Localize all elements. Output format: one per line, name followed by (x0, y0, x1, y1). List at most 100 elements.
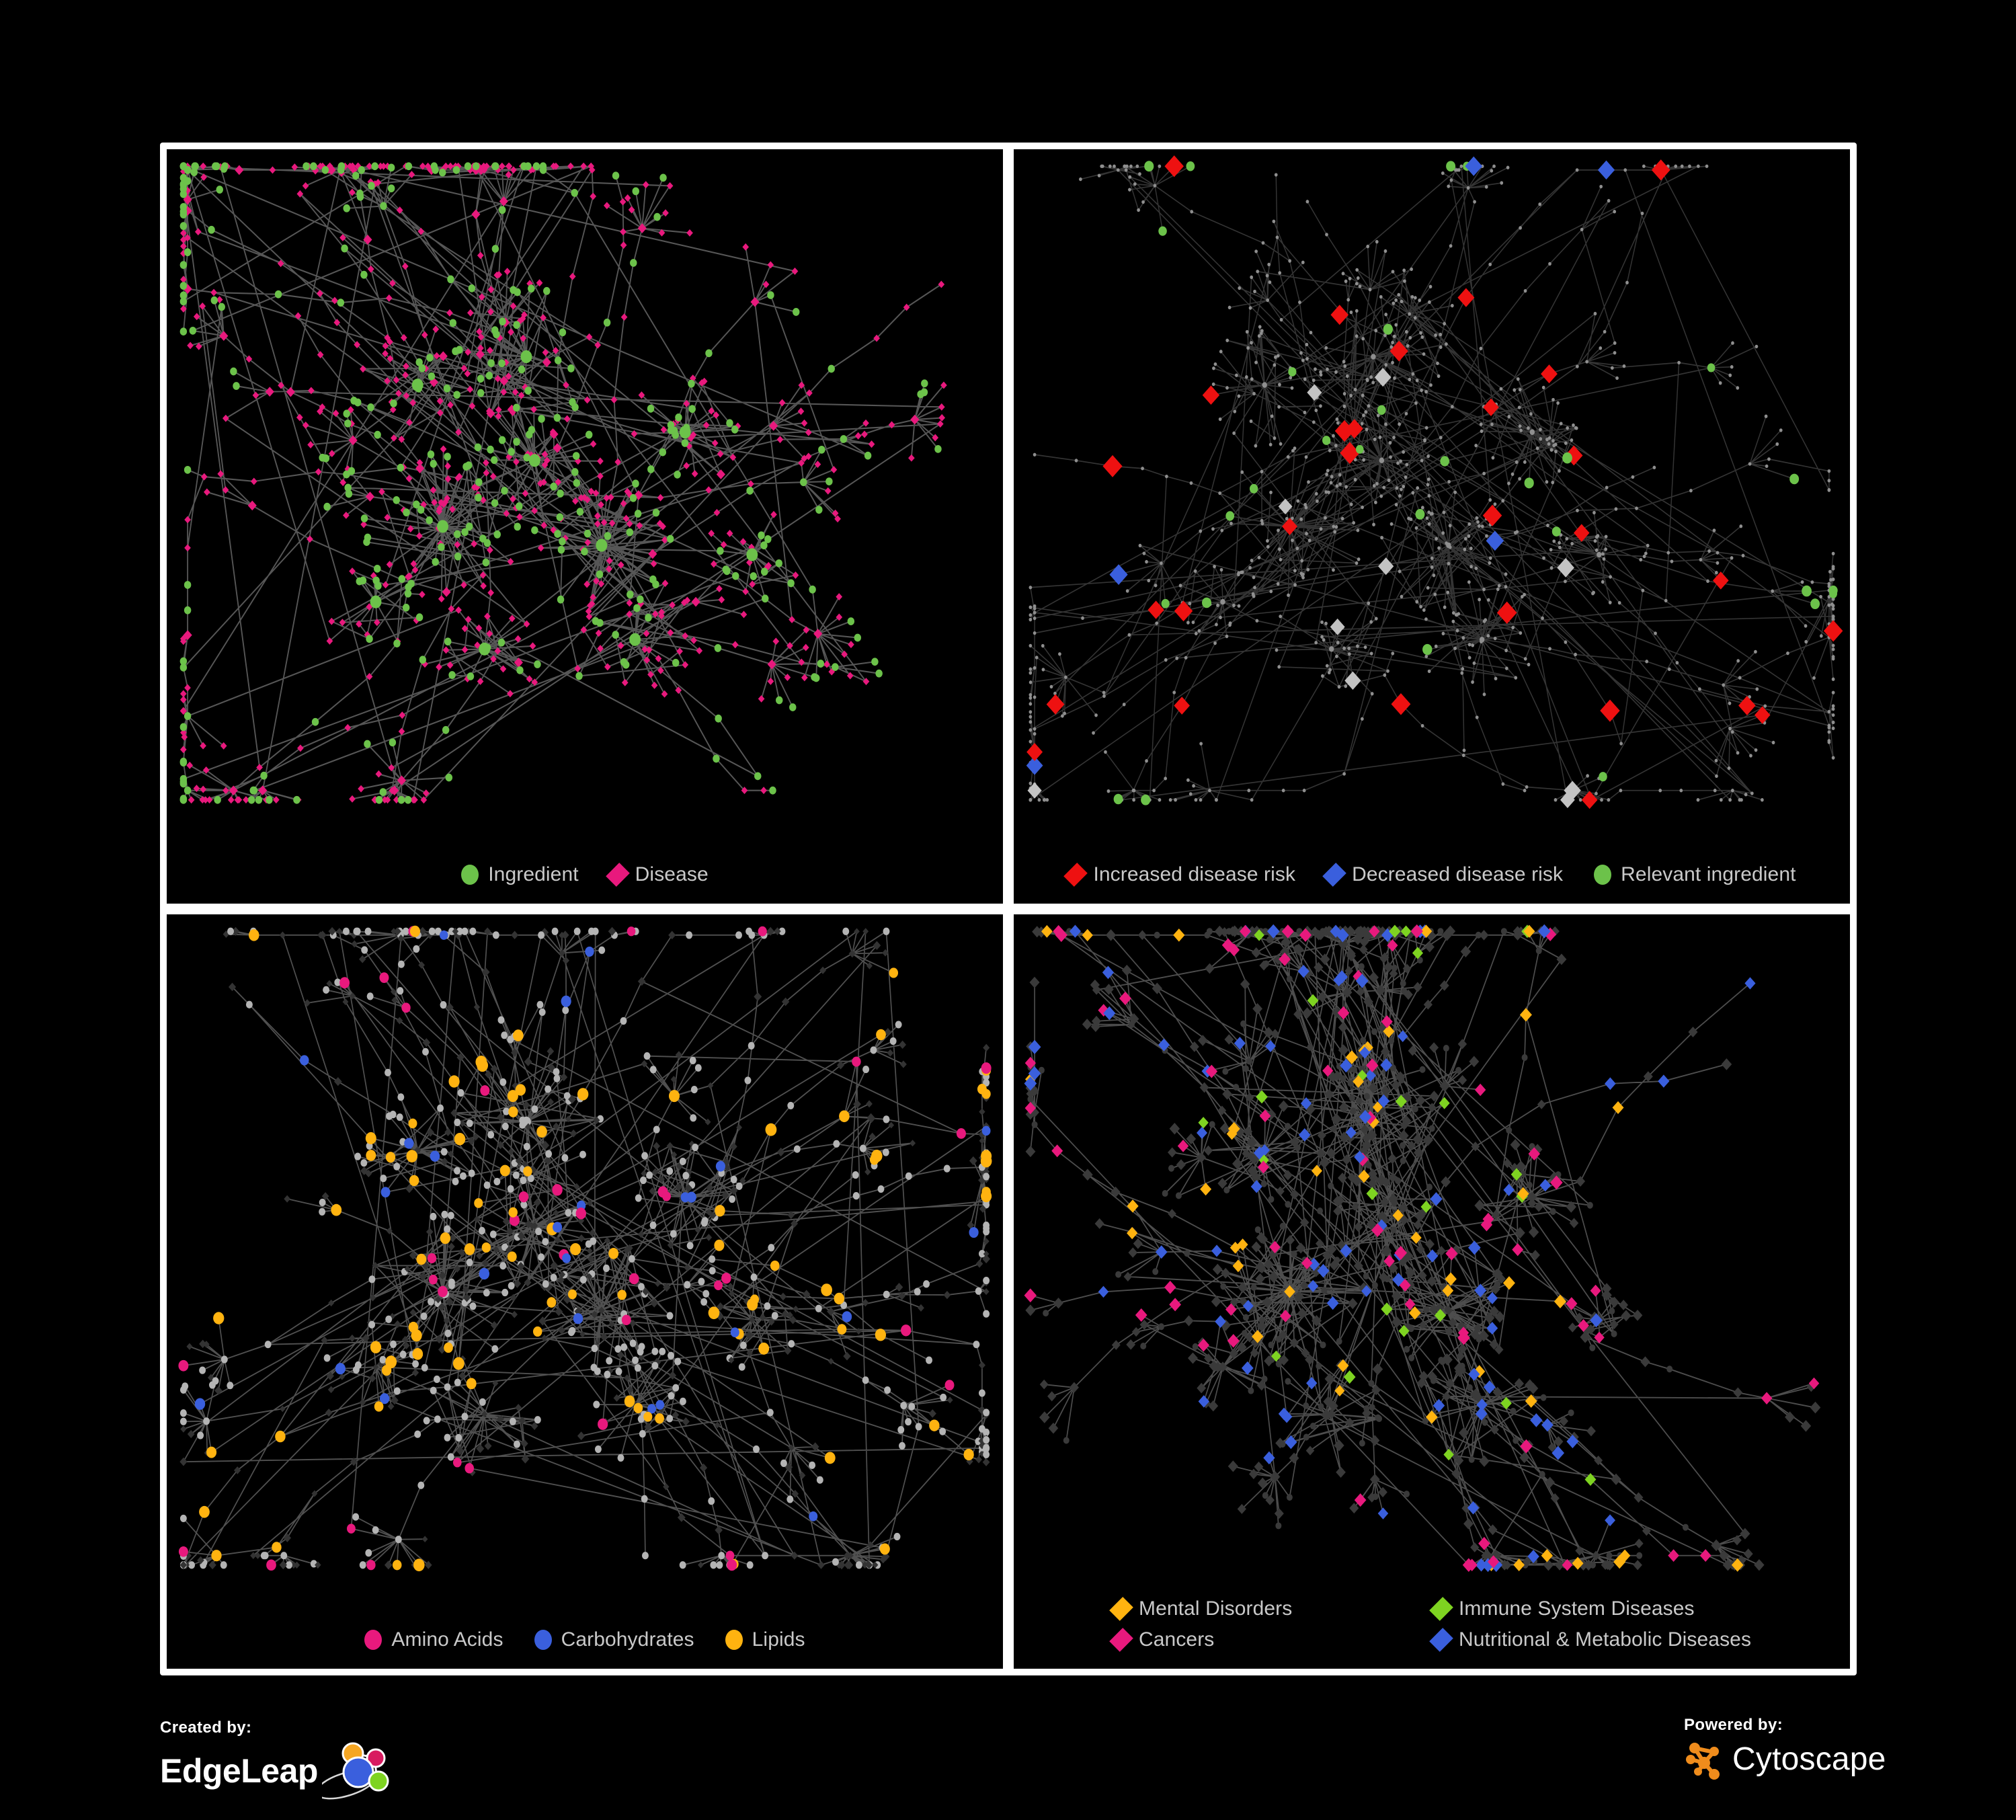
network-node-increased-risk[interactable] (1340, 442, 1360, 465)
network-node-background-node[interactable] (1102, 690, 1106, 695)
network-node-lipid[interactable] (758, 1342, 770, 1355)
network-node-other-ingredient[interactable] (491, 1345, 499, 1353)
network-node-other-ingredient[interactable] (507, 1035, 514, 1043)
network-node-ingredient-backdrop[interactable] (1296, 928, 1303, 935)
network-node-ingredient[interactable] (179, 222, 188, 231)
network-node-other-disease[interactable] (1169, 1123, 1180, 1135)
network-node-background-node[interactable] (1430, 556, 1434, 560)
network-node-ingredient-backdrop[interactable] (1468, 1456, 1475, 1463)
network-node-mental-disorder[interactable] (1232, 1259, 1244, 1273)
network-node-background-node[interactable] (1443, 605, 1447, 609)
network-node-ingredient[interactable] (554, 356, 562, 364)
network-node-ingredient[interactable] (352, 171, 360, 180)
network-node-disease[interactable] (597, 457, 604, 465)
network-node-other-ingredient[interactable] (457, 1089, 465, 1097)
network-node-other-disease[interactable] (1025, 1146, 1036, 1158)
network-node-metabolic-disease[interactable] (1538, 924, 1551, 939)
network-node-other-ingredient[interactable] (364, 927, 372, 935)
network-node-ingredient[interactable] (761, 594, 769, 603)
network-node-background-node[interactable] (1270, 414, 1274, 418)
network-node-ingredient-backdrop[interactable] (1175, 1192, 1182, 1199)
network-node-disease[interactable] (398, 727, 405, 736)
network-node-background-node[interactable] (1411, 491, 1415, 495)
network-node-disease[interactable] (658, 608, 665, 616)
network-node-ingredient-backdrop[interactable] (1168, 1164, 1174, 1172)
network-node-background-node[interactable] (1500, 181, 1504, 185)
network-node-disease-backdrop[interactable] (746, 1349, 753, 1357)
network-node-background-node[interactable] (1285, 516, 1289, 521)
network-node-background-node[interactable] (1428, 284, 1433, 289)
network-node-lipid[interactable] (869, 1154, 879, 1165)
network-node-disease[interactable] (382, 581, 389, 589)
network-node-disease-backdrop[interactable] (789, 1315, 797, 1324)
network-node-disease-backdrop[interactable] (349, 1334, 356, 1342)
network-node-background-node[interactable] (1213, 564, 1216, 569)
network-node-lipid[interactable] (464, 1243, 475, 1255)
network-node-disease[interactable] (500, 388, 508, 396)
network-node-other-disease[interactable] (1733, 1387, 1743, 1398)
network-node-ingredient[interactable] (426, 516, 433, 524)
network-node-background-node[interactable] (1266, 545, 1270, 549)
network-node-background-node[interactable] (1188, 792, 1193, 796)
network-node-background-node[interactable] (1736, 386, 1740, 390)
network-node-ingredient-backdrop[interactable] (1422, 1417, 1428, 1425)
network-node-ingredient[interactable] (310, 162, 317, 171)
network-node-other-disease[interactable] (1457, 1039, 1467, 1050)
network-node-background-node[interactable] (1033, 695, 1037, 699)
network-node-other-disease[interactable] (1053, 1297, 1063, 1309)
network-node-other-disease[interactable] (1245, 1093, 1254, 1103)
network-node-other-ingredient[interactable] (617, 1454, 624, 1462)
network-node-background-node[interactable] (1437, 374, 1441, 379)
network-node-other-disease[interactable] (1372, 1363, 1383, 1376)
network-node-background-node[interactable] (1490, 169, 1494, 173)
network-node-background-node[interactable] (1321, 674, 1324, 678)
network-node-disease[interactable] (399, 711, 406, 719)
network-node-other-disease[interactable] (1461, 1503, 1471, 1514)
network-node-ingredient[interactable] (356, 192, 364, 201)
network-node-background-node[interactable] (1275, 235, 1279, 239)
network-node-ingredient-backdrop[interactable] (1246, 1058, 1252, 1065)
network-node-metabolic-disease[interactable] (1483, 1380, 1496, 1394)
network-node-background-node[interactable] (1361, 505, 1364, 510)
network-node-disease-backdrop[interactable] (524, 1220, 532, 1228)
network-node-mental-disorder[interactable] (1311, 1164, 1322, 1177)
network-node-background-node[interactable] (1432, 573, 1436, 578)
network-node-ingredient[interactable] (255, 795, 263, 804)
network-node-background-node[interactable] (1260, 518, 1264, 523)
network-node-background-node[interactable] (1467, 522, 1471, 526)
network-node-disease[interactable] (823, 660, 830, 668)
network-node-other-ingredient[interactable] (832, 1558, 839, 1566)
network-node-background-node[interactable] (1719, 798, 1723, 802)
network-node-other-ingredient[interactable] (735, 931, 742, 939)
network-node-disease[interactable] (537, 544, 545, 552)
network-node-other-ingredient[interactable] (538, 1253, 545, 1261)
network-node-lipid[interactable] (413, 1558, 425, 1572)
network-node-ingredient[interactable] (417, 506, 425, 514)
network-node-ingredient[interactable] (404, 795, 412, 804)
network-node-background-node[interactable] (1831, 617, 1835, 621)
network-node-disease[interactable] (409, 796, 417, 804)
network-node-background-node[interactable] (1482, 619, 1486, 623)
network-node-background-node[interactable] (1699, 557, 1703, 562)
network-node-disease[interactable] (250, 477, 257, 485)
network-node-other-ingredient[interactable] (456, 927, 463, 935)
network-node-disease-backdrop[interactable] (439, 1272, 446, 1279)
network-node-background-node[interactable] (1493, 502, 1497, 506)
network-node-background-node[interactable] (1391, 360, 1394, 365)
network-node-background-node[interactable] (1330, 475, 1334, 479)
network-node-lipid[interactable] (213, 1312, 225, 1324)
network-node-background-node[interactable] (1585, 360, 1589, 364)
network-node-background-node[interactable] (1420, 506, 1424, 510)
network-node-ingredient[interactable] (491, 499, 499, 508)
network-node-disease-backdrop[interactable] (538, 1316, 547, 1326)
network-node-background-node[interactable] (1306, 567, 1310, 571)
network-node-background-node[interactable] (1551, 480, 1555, 485)
network-node-background-node[interactable] (1293, 569, 1297, 573)
network-node-disease[interactable] (507, 690, 514, 698)
network-node-disease-backdrop[interactable] (484, 1441, 492, 1450)
network-node-background-node[interactable] (1250, 798, 1254, 802)
network-node-amino-acid[interactable] (346, 1524, 356, 1534)
network-node-other-ingredient[interactable] (359, 1561, 366, 1569)
network-node-background-node[interactable] (1341, 272, 1345, 276)
network-node-disease-backdrop[interactable] (511, 1310, 518, 1318)
